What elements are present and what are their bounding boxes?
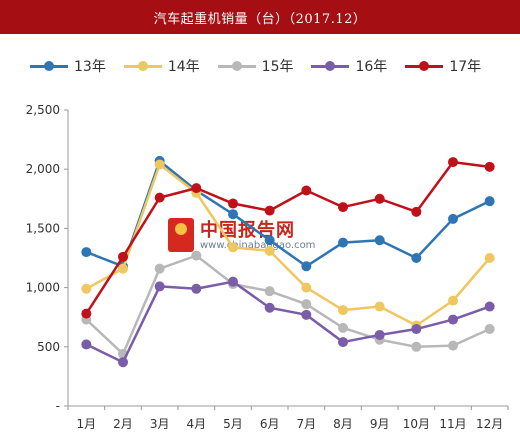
x-tick-label: 3月 bbox=[150, 417, 170, 431]
data-point bbox=[484, 161, 495, 172]
data-point bbox=[484, 253, 495, 263]
data-point bbox=[338, 322, 348, 333]
chart-title: 汽车起重机销量（台）（2017.12） bbox=[0, 0, 520, 34]
data-point bbox=[191, 250, 202, 261]
legend-label: 17年 bbox=[449, 59, 482, 75]
legend-label: 15年 bbox=[261, 59, 294, 75]
data-point bbox=[411, 341, 422, 352]
data-point bbox=[448, 340, 458, 351]
data-point bbox=[448, 314, 458, 325]
legend-marker-icon bbox=[123, 59, 162, 73]
data-point bbox=[448, 295, 458, 306]
data-point bbox=[338, 305, 348, 316]
x-tick-label: 8月 bbox=[333, 417, 353, 431]
data-point bbox=[411, 253, 422, 263]
data-point bbox=[301, 299, 312, 310]
series-line bbox=[85, 280, 491, 364]
y-tick-label: 2,500 bbox=[26, 103, 60, 117]
x-tick-label: 2月 bbox=[113, 417, 133, 431]
legend-label: 14年 bbox=[167, 59, 200, 75]
x-tick-label: 9月 bbox=[370, 417, 390, 431]
y-tick-label: - bbox=[56, 399, 60, 413]
y-tick-label: 500 bbox=[37, 340, 60, 354]
series-line bbox=[85, 159, 491, 268]
x-tick-label: 10月 bbox=[403, 417, 430, 431]
legend-marker-icon bbox=[405, 59, 444, 73]
data-point bbox=[338, 337, 348, 348]
legend-item: 17年 bbox=[405, 56, 481, 76]
legend-label: 13年 bbox=[74, 59, 106, 75]
data-point bbox=[264, 302, 275, 313]
data-point bbox=[374, 329, 385, 340]
series-line bbox=[85, 160, 490, 315]
x-tick-label: 11月 bbox=[439, 417, 466, 431]
legend-item: 14年 bbox=[123, 56, 200, 76]
data-point bbox=[191, 183, 202, 194]
data-point bbox=[118, 357, 128, 368]
data-point bbox=[154, 281, 165, 292]
data-point bbox=[374, 235, 385, 246]
data-point bbox=[191, 283, 202, 294]
data-point bbox=[81, 283, 92, 294]
y-tick-label: 1,000 bbox=[26, 281, 60, 295]
x-tick-label: 7月 bbox=[297, 417, 317, 431]
data-point bbox=[81, 339, 92, 350]
data-point bbox=[484, 196, 495, 207]
series-line bbox=[85, 163, 491, 327]
data-point bbox=[81, 308, 92, 319]
x-tick-label: 4月 bbox=[187, 417, 207, 431]
data-point bbox=[264, 205, 275, 216]
legend-label: 16年 bbox=[355, 59, 388, 75]
data-point bbox=[264, 286, 275, 297]
legend-marker-icon bbox=[311, 59, 350, 73]
data-point bbox=[118, 263, 128, 274]
legend-marker-icon bbox=[30, 59, 68, 73]
data-point bbox=[264, 245, 275, 256]
data-point bbox=[228, 209, 238, 220]
data-point bbox=[374, 193, 385, 204]
data-point bbox=[301, 261, 312, 272]
x-tick-label: 1月 bbox=[77, 417, 97, 431]
data-point bbox=[374, 301, 385, 312]
data-point bbox=[154, 159, 165, 170]
data-point bbox=[228, 276, 238, 287]
y-tick-label: 2,000 bbox=[26, 162, 60, 176]
x-tick-label: 6月 bbox=[260, 417, 280, 431]
data-point bbox=[301, 185, 312, 196]
data-point bbox=[228, 242, 238, 253]
watermark-url: www.chinabaogao.com bbox=[200, 240, 316, 251]
data-point bbox=[338, 202, 348, 213]
data-point bbox=[81, 247, 92, 258]
watermark-logo-icon bbox=[168, 218, 194, 252]
data-point bbox=[484, 324, 495, 335]
legend-item: 15年 bbox=[217, 56, 294, 76]
x-tick-label: 12月 bbox=[476, 417, 503, 431]
legend-marker-icon bbox=[217, 59, 256, 73]
series-line bbox=[85, 254, 491, 356]
data-point bbox=[448, 157, 458, 168]
data-point bbox=[338, 237, 348, 248]
data-point bbox=[301, 309, 312, 320]
chart-legend: 13年 14年 15年 16年 17年 bbox=[30, 52, 510, 80]
data-point bbox=[228, 198, 238, 209]
data-point bbox=[154, 263, 165, 274]
data-point bbox=[264, 235, 275, 246]
x-tick-label: 5月 bbox=[223, 417, 243, 431]
data-point bbox=[448, 213, 458, 224]
data-point bbox=[411, 324, 422, 335]
data-point bbox=[301, 282, 312, 293]
data-point bbox=[118, 251, 128, 262]
legend-item: 13年 bbox=[30, 56, 106, 76]
data-point bbox=[484, 301, 495, 312]
data-point bbox=[411, 206, 422, 217]
legend-item: 16年 bbox=[311, 56, 387, 76]
data-point bbox=[154, 192, 165, 203]
y-tick-label: 1,500 bbox=[26, 221, 60, 235]
